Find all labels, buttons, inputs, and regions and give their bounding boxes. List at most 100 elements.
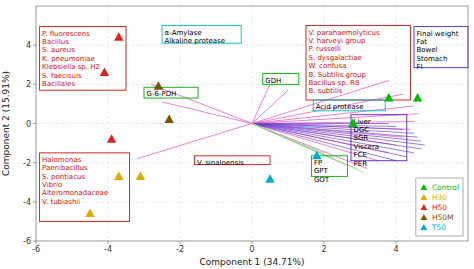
vector <box>252 124 418 138</box>
vector <box>252 114 418 124</box>
annotation-text: V. sinaloensis <box>197 159 244 167</box>
y-axis-label: Component 2 (15.91%) <box>1 71 11 176</box>
x-tick-label: -6 <box>32 245 40 254</box>
y-tick <box>33 241 36 242</box>
annotation-box <box>351 115 407 161</box>
annotation-box <box>40 27 126 91</box>
annotation-text: HalomonasPaenibacillusS. pontiacusVibrio… <box>42 156 108 206</box>
vector <box>252 124 364 173</box>
point <box>114 32 124 41</box>
point <box>100 68 110 77</box>
x-tick <box>108 241 109 244</box>
point <box>85 209 95 218</box>
x-tick <box>324 241 325 244</box>
legend-marker <box>420 224 427 230</box>
annotation-text: α-AmylaseAlkaline protease <box>165 29 226 45</box>
legend-marker <box>420 194 427 200</box>
y-tick-label: 0 <box>26 120 31 129</box>
annotation-box <box>313 100 385 111</box>
y-tick-label: 4 <box>26 41 31 50</box>
vector <box>252 124 414 153</box>
x-tick <box>180 241 181 244</box>
vector <box>252 124 407 157</box>
annotation-text: Acid protease <box>316 103 364 111</box>
annotation-box <box>144 87 198 98</box>
plot-frame <box>36 6 468 241</box>
series <box>100 32 124 142</box>
x-tick-label: 2 <box>321 245 326 254</box>
vector <box>137 124 252 159</box>
point <box>265 174 275 183</box>
point <box>348 119 358 128</box>
point <box>136 171 146 180</box>
y-tick <box>33 123 36 124</box>
point <box>154 81 164 90</box>
annotation-text: P. fluorescensBacillusS. aureusK. pneumo… <box>42 30 100 88</box>
y-grid-line <box>36 84 468 85</box>
y-grid-line <box>36 201 468 202</box>
legend-label: Control <box>432 183 459 192</box>
vector <box>252 84 270 123</box>
x-tick-label: 0 <box>249 245 254 254</box>
vector <box>252 124 367 169</box>
vector-group <box>252 124 425 161</box>
series <box>348 93 422 127</box>
series <box>265 151 321 183</box>
annotation-text: G-6-PDH <box>147 90 177 98</box>
legend-label: T50 <box>431 223 446 232</box>
legend-label: H50 <box>432 203 447 212</box>
x-tick-label: 4 <box>393 245 398 254</box>
y-tick-label: -6 <box>23 237 31 246</box>
y-tick-label: -4 <box>23 198 31 207</box>
point <box>107 134 117 143</box>
legend-frame <box>416 178 463 236</box>
y-tick-label: 2 <box>26 80 31 89</box>
point <box>413 93 423 102</box>
y-grid-line <box>36 162 468 163</box>
points <box>85 32 422 217</box>
y-grid-line <box>36 45 468 46</box>
annotation-text: GDH <box>265 77 281 85</box>
axes: -6 -4 -2 0 2 4 -6 -4 -2 0 2 4 <box>23 41 399 254</box>
annotation-text: Final weightFatBowelStomachFI <box>417 30 459 72</box>
vector-group <box>252 124 364 173</box>
point <box>164 115 174 124</box>
y-tick <box>33 84 36 85</box>
annotation-box <box>263 74 299 85</box>
annotation-boxes <box>40 26 468 222</box>
point <box>384 93 394 102</box>
x-tick <box>396 241 397 244</box>
series <box>154 81 174 123</box>
y-tick <box>33 162 36 163</box>
annotation-box <box>40 153 130 222</box>
x-axis-label: Component 1 (34.71%) <box>199 257 304 267</box>
annotation-texts: P. fluorescensBacillusS. aureusK. pneumo… <box>42 29 459 206</box>
grid <box>36 6 468 241</box>
annotation-text: LiverDGCSGRVisceraFCEPER <box>354 118 380 168</box>
annotation-text: V. parahaemolyticusV. harveyi groupP. ru… <box>309 29 380 96</box>
plot-area <box>137 80 425 172</box>
x-tick <box>252 241 253 244</box>
vector <box>162 102 252 124</box>
y-tick <box>33 45 36 46</box>
point <box>114 171 124 180</box>
vector <box>252 90 288 123</box>
legend-marker <box>420 214 427 220</box>
annotation-text: FPGPTGOT <box>314 159 330 184</box>
chart: -6 -4 -2 0 2 4 -6 -4 -2 0 2 4 Component 1 (34.71%) Co… <box>0 0 474 269</box>
annotation-box <box>306 26 410 100</box>
y-tick <box>33 201 36 202</box>
legend-label: H30 <box>432 193 447 202</box>
x-tick-label: -4 <box>104 245 112 254</box>
y-tick-label: -2 <box>23 159 31 168</box>
legend-marker <box>420 184 427 190</box>
x-tick <box>36 241 37 244</box>
legend-marker <box>420 204 427 210</box>
vector <box>252 122 414 124</box>
series <box>85 171 145 217</box>
legend: ControlH30H50H50MT50 <box>416 178 463 236</box>
x-tick-label: -2 <box>176 245 184 254</box>
vector-group <box>137 80 418 168</box>
legend-label: H50M <box>432 213 454 222</box>
annotation-box <box>414 27 468 68</box>
